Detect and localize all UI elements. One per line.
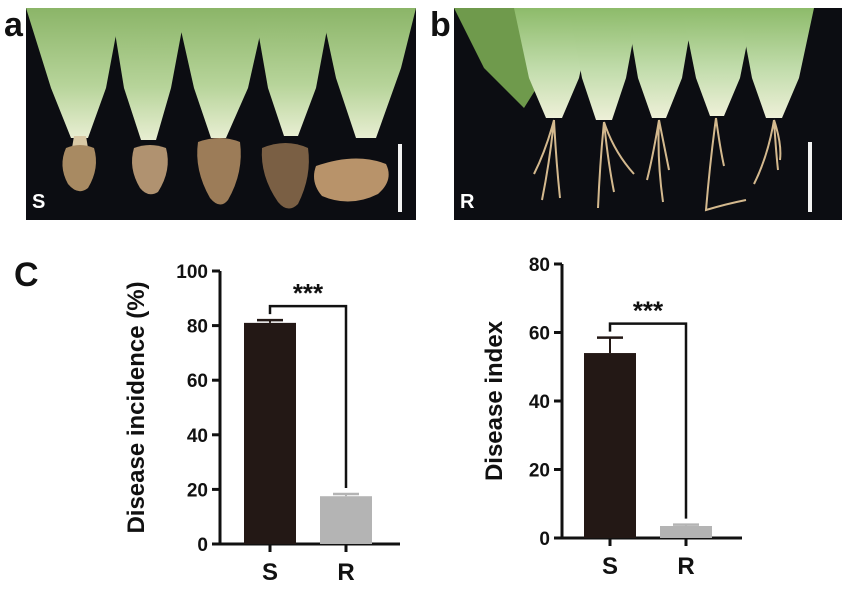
y-tick-label: 40 (187, 426, 208, 447)
plant-r-3 (626, 8, 694, 203)
significance-stars: *** (633, 296, 664, 326)
plant-s-5 (314, 8, 416, 202)
chart-disease-incidence-svg: Disease incidence (%) 0 20 40 60 80 100 S R *** (123, 262, 400, 586)
x-tick-label-s: S (602, 553, 618, 580)
significance-bracket (608, 322, 688, 519)
chart-disease-incidence: Disease incidence (%) 0 20 40 60 80 100 S R *** (110, 250, 410, 597)
scale-bar-b (808, 142, 812, 212)
x-tick-label-r: R (677, 553, 694, 580)
y-tick-label: 0 (539, 529, 550, 550)
plant-r-1 (514, 8, 594, 201)
photo-susceptible-plants: S (26, 8, 416, 220)
panel-label-a: a (4, 6, 23, 44)
significance-bracket (268, 304, 348, 489)
chart-disease-index: Disease index 0 20 40 60 80 S R *** (470, 250, 770, 597)
plant-r-2 (569, 8, 639, 209)
y-tick-label: 60 (529, 324, 550, 345)
significance-stars: *** (293, 278, 324, 308)
resistant-plants-illustration (454, 8, 842, 220)
photo-label-s: S (32, 191, 46, 213)
y-tick-label: 100 (176, 262, 208, 283)
y-axis-label: Disease index (481, 320, 508, 481)
y-tick-label: 60 (187, 371, 208, 392)
bar-r (660, 526, 712, 538)
y-tick-label: 20 (187, 480, 208, 501)
bar-s (244, 322, 296, 544)
y-tick-label: 0 (197, 535, 208, 556)
y-tick-label: 20 (529, 461, 550, 482)
y-axis-label: Disease incidence (%) (123, 281, 150, 533)
bar-r (320, 496, 372, 544)
x-tick-label-s: S (262, 559, 278, 586)
susceptible-plants-illustration (26, 8, 416, 220)
plant-s-4 (254, 8, 331, 209)
y-tick-label: 80 (529, 255, 550, 276)
scale-bar-a (398, 144, 402, 212)
y-tick-label: 40 (529, 392, 550, 413)
x-tick-label-r: R (337, 559, 354, 586)
plant-s-1 (26, 8, 121, 192)
plant-s-3 (176, 8, 266, 205)
y-tick-label: 80 (187, 317, 208, 338)
photo-label-r: R (460, 191, 475, 213)
chart-disease-index-svg: Disease index 0 20 40 60 80 S R *** (481, 255, 742, 580)
plant-r-5 (739, 8, 814, 185)
plant-r-4 (682, 8, 754, 212)
plant-s-2 (111, 8, 186, 195)
panel-label-b: b (430, 6, 451, 44)
panel-label-c: C (14, 256, 39, 294)
photo-resistant-plants: R (454, 8, 842, 220)
bar-s (584, 353, 636, 538)
